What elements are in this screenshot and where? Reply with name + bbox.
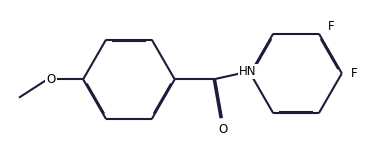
Text: O: O bbox=[47, 73, 56, 86]
Text: F: F bbox=[351, 67, 358, 80]
Text: HN: HN bbox=[239, 65, 257, 78]
Text: F: F bbox=[328, 20, 335, 33]
Text: O: O bbox=[218, 123, 228, 136]
